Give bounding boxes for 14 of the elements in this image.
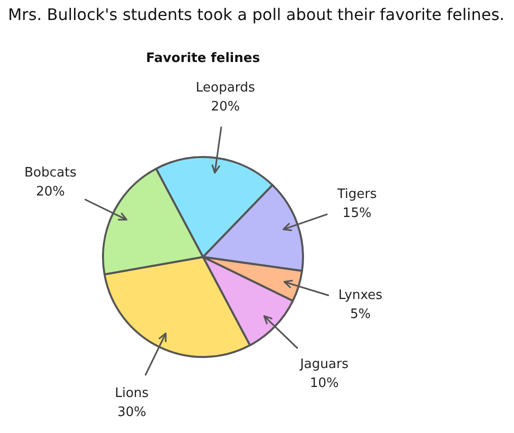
slice-label: Jaguars (299, 356, 349, 372)
data-label: 10% (310, 376, 339, 391)
data-label: 15% (342, 206, 372, 221)
data-label: 5% (350, 307, 371, 322)
chart-title: Favorite felines (145, 51, 261, 66)
slice-label: Leopards (196, 80, 256, 96)
text: Mrs. Bullock's students took a poll about their favorite felines. (8, 5, 504, 24)
data-label: 20% (36, 184, 65, 200)
slice-label: Lynxes (338, 288, 383, 304)
data-label: 20% (210, 100, 240, 114)
slice-label: Tigers (336, 186, 377, 202)
data-label: 30% (117, 404, 146, 420)
slice-label: Bobcats (24, 165, 77, 180)
slice-label: Lions (114, 386, 149, 401)
